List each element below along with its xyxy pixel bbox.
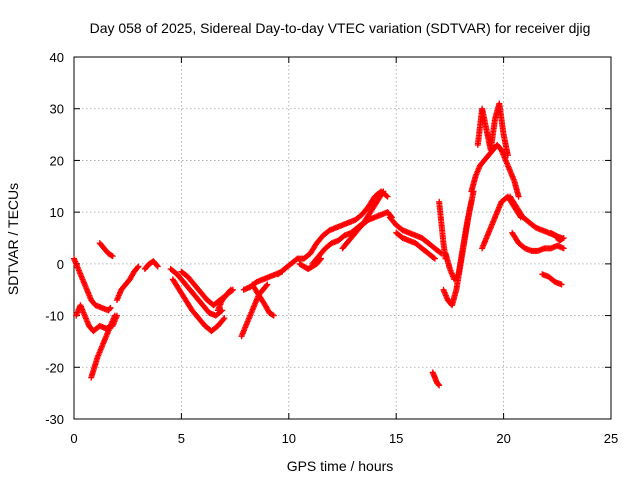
plot-frame xyxy=(73,56,612,420)
data-point xyxy=(134,264,141,271)
y-tick-label: 10 xyxy=(50,205,64,220)
data-point xyxy=(436,382,443,389)
data-point xyxy=(106,305,113,312)
y-tick-label: 30 xyxy=(50,102,64,117)
axes: 0 5 10 15 20 25 -30 -20 -10 0 10 20 30 40 xyxy=(45,50,618,446)
data-point xyxy=(430,254,437,261)
y-tick-label: -30 xyxy=(45,412,64,427)
y-axis-label: SDTVAR / TECUs xyxy=(5,183,21,295)
x-tick-label: 15 xyxy=(389,431,403,446)
x-tick-label: 5 xyxy=(178,431,185,446)
data-point xyxy=(153,262,160,269)
y-tick-label: 20 xyxy=(50,153,64,168)
series-track-ae xyxy=(547,229,567,244)
data-point xyxy=(263,282,270,289)
data-point xyxy=(384,193,391,200)
data-point xyxy=(431,255,438,262)
data-point xyxy=(442,255,449,262)
series-track-q xyxy=(309,188,387,267)
series-track-r xyxy=(339,209,395,252)
x-tick-label: 0 xyxy=(70,431,77,446)
series-track-m xyxy=(249,281,277,319)
data-point xyxy=(435,381,442,388)
y-tick-label: -20 xyxy=(45,360,64,375)
series-track-u xyxy=(429,369,443,389)
x-tick-label: 20 xyxy=(496,431,510,446)
data-point xyxy=(468,198,475,205)
series-track-c xyxy=(88,312,118,381)
data-point xyxy=(270,312,277,319)
data-point xyxy=(111,312,118,319)
data-point xyxy=(154,263,161,270)
data-point xyxy=(379,189,386,196)
data-point xyxy=(560,235,567,241)
x-tick-label: 10 xyxy=(282,431,296,446)
series-track-ad xyxy=(539,271,565,288)
series-track-s xyxy=(386,214,445,257)
y-tick-label: 0 xyxy=(57,257,64,272)
series-track-i xyxy=(178,268,236,309)
y-tick-label: 40 xyxy=(50,50,64,65)
series-track-g xyxy=(167,266,226,319)
chart-title: Day 058 of 2025, Sidereal Day-to-day VTE… xyxy=(90,20,591,36)
series-track-j xyxy=(214,286,234,314)
series-track-p xyxy=(307,188,391,257)
y-tick-label: -10 xyxy=(45,309,64,324)
series-track-t xyxy=(393,229,438,262)
data-points xyxy=(71,100,567,389)
series-track-e xyxy=(113,263,142,304)
series-track-x xyxy=(436,198,449,262)
data-point xyxy=(221,315,228,322)
series-track-a xyxy=(71,255,114,314)
series-track-ab xyxy=(507,193,565,241)
data-point xyxy=(135,263,142,270)
data-point xyxy=(107,304,114,311)
data-point xyxy=(264,281,271,288)
series-track-h xyxy=(169,276,228,335)
series-track-w xyxy=(442,198,475,283)
data-point xyxy=(226,287,233,294)
data-point xyxy=(380,188,387,195)
data-point xyxy=(515,193,522,200)
data-point xyxy=(109,253,116,260)
series-track-n xyxy=(275,250,314,278)
data-point xyxy=(504,152,511,159)
series-track-ac xyxy=(509,229,567,254)
data-point xyxy=(383,192,390,199)
x-axis-label: GPS time / hours xyxy=(287,458,394,474)
x-tick-label: 25 xyxy=(604,431,618,446)
series-track-f xyxy=(141,258,161,273)
data-point xyxy=(560,245,567,252)
series-track-z xyxy=(474,100,511,159)
data-point xyxy=(227,286,234,293)
data-point xyxy=(558,281,565,288)
series-track-d xyxy=(96,240,116,260)
data-point xyxy=(220,316,227,323)
